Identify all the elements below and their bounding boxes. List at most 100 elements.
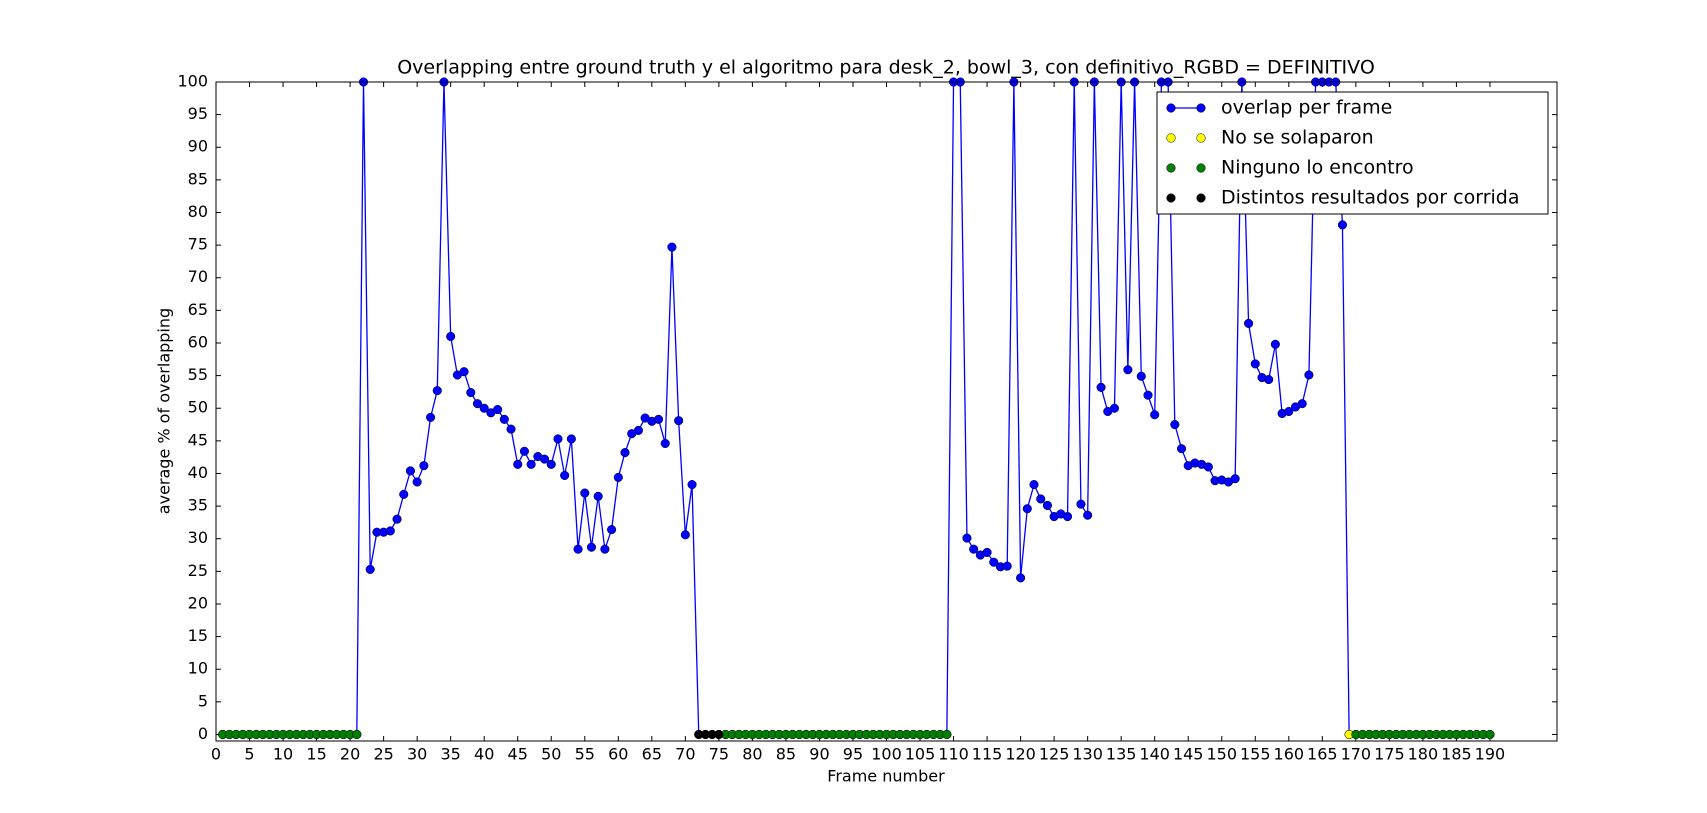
data-point bbox=[600, 544, 610, 554]
data-point bbox=[1002, 561, 1012, 571]
x-tick-label: 40 bbox=[474, 745, 494, 764]
x-tick-label: 0 bbox=[211, 745, 221, 764]
x-tick-label: 30 bbox=[407, 745, 427, 764]
x-tick-label: 145 bbox=[1173, 745, 1204, 764]
y-tick-label: 100 bbox=[177, 72, 208, 91]
y-tick-label: 30 bbox=[188, 528, 208, 547]
data-point bbox=[1230, 474, 1240, 484]
data-point bbox=[479, 403, 489, 413]
data-point bbox=[1016, 573, 1026, 583]
y-tick-label: 80 bbox=[188, 202, 208, 221]
x-tick-label: 25 bbox=[373, 745, 393, 764]
data-point bbox=[1284, 406, 1294, 417]
data-point bbox=[1244, 318, 1254, 328]
y-tick-label: 85 bbox=[188, 169, 208, 188]
y-tick-label: 5 bbox=[198, 691, 208, 710]
data-point bbox=[687, 480, 697, 490]
chart-title: Overlapping entre ground truth y el algo… bbox=[397, 57, 1375, 79]
data-point bbox=[1264, 374, 1274, 385]
legend-marker bbox=[1196, 103, 1206, 113]
data-point bbox=[1170, 419, 1180, 430]
legend-marker bbox=[1196, 193, 1206, 203]
data-point bbox=[982, 547, 992, 557]
data-point bbox=[620, 448, 630, 458]
y-axis-label: average % of overlapping bbox=[155, 308, 174, 514]
x-tick-label: 80 bbox=[742, 745, 762, 764]
x-tick-label: 140 bbox=[1139, 745, 1170, 764]
data-point bbox=[412, 477, 422, 487]
plot-frame bbox=[215, 81, 1558, 742]
data-point bbox=[352, 729, 362, 740]
data-point bbox=[426, 412, 436, 422]
x-tick-label: 90 bbox=[809, 745, 829, 764]
x-tick-label: 20 bbox=[340, 745, 360, 764]
y-tick-label: 40 bbox=[188, 463, 208, 482]
legend-label: overlap per frame bbox=[1221, 97, 1392, 119]
y-tick-label: 10 bbox=[188, 659, 208, 678]
data-point bbox=[1203, 462, 1213, 472]
data-point bbox=[942, 729, 952, 740]
data-point bbox=[1150, 410, 1160, 420]
data-point bbox=[419, 461, 429, 471]
x-tick-label: 130 bbox=[1072, 745, 1103, 764]
data-point bbox=[613, 472, 623, 482]
x-tick-label: 15 bbox=[306, 745, 326, 764]
data-point bbox=[1337, 220, 1347, 230]
x-tick-label: 60 bbox=[608, 745, 628, 764]
x-axis-label: Frame number bbox=[827, 767, 945, 786]
x-tick-label: 100 bbox=[871, 745, 902, 764]
x-tick-label: 55 bbox=[575, 745, 595, 764]
y-tick-label: 60 bbox=[188, 332, 208, 351]
legend-label: Ninguno lo encontro bbox=[1221, 157, 1414, 179]
data-point bbox=[1022, 504, 1032, 514]
x-tick-label: 125 bbox=[1039, 745, 1070, 764]
y-tick-label: 25 bbox=[188, 561, 208, 580]
data-point bbox=[1270, 339, 1280, 349]
data-point bbox=[385, 526, 395, 536]
data-point bbox=[653, 414, 664, 424]
data-point bbox=[539, 454, 550, 464]
x-tick-label: 185 bbox=[1441, 745, 1472, 764]
legend-marker bbox=[1166, 193, 1176, 203]
y-tick-label: 70 bbox=[188, 267, 208, 286]
y-tick-label: 65 bbox=[188, 300, 208, 319]
x-tick-label: 85 bbox=[776, 745, 796, 764]
data-point bbox=[1304, 370, 1314, 380]
x-tick-label: 50 bbox=[541, 745, 561, 764]
data-point bbox=[446, 331, 456, 342]
data-point bbox=[506, 424, 516, 434]
x-tick-label: 45 bbox=[508, 745, 528, 764]
data-point bbox=[1109, 403, 1120, 413]
data-point bbox=[466, 388, 476, 398]
x-tick-label: 155 bbox=[1240, 745, 1271, 764]
data-point bbox=[1062, 511, 1073, 522]
y-tick-label: 95 bbox=[188, 104, 208, 123]
x-tick-label: 10 bbox=[273, 745, 293, 764]
x-tick-label: 160 bbox=[1274, 745, 1305, 764]
y-tick-label: 55 bbox=[188, 365, 208, 384]
data-point bbox=[660, 438, 670, 449]
data-point bbox=[399, 489, 409, 499]
data-point bbox=[1297, 399, 1307, 409]
data-point bbox=[1096, 382, 1106, 392]
x-tick-label: 190 bbox=[1475, 745, 1506, 764]
data-point bbox=[459, 367, 469, 377]
x-tick-label: 95 bbox=[843, 745, 863, 764]
y-tick-label: 45 bbox=[188, 430, 208, 449]
data-point bbox=[714, 729, 724, 740]
x-tick-label: 175 bbox=[1374, 745, 1405, 764]
data-point bbox=[667, 242, 677, 252]
y-tick-label: 50 bbox=[188, 398, 208, 417]
x-tick-label: 5 bbox=[244, 745, 254, 764]
data-point bbox=[553, 434, 563, 444]
x-tick-label: 165 bbox=[1307, 745, 1338, 764]
x-tick-label: 135 bbox=[1106, 745, 1137, 764]
data-point bbox=[499, 414, 509, 424]
data-point bbox=[405, 466, 415, 476]
data-point bbox=[1123, 365, 1133, 375]
data-point bbox=[526, 459, 536, 469]
data-point bbox=[1036, 494, 1046, 504]
data-point bbox=[1250, 359, 1260, 369]
x-tick-label: 180 bbox=[1408, 745, 1439, 764]
